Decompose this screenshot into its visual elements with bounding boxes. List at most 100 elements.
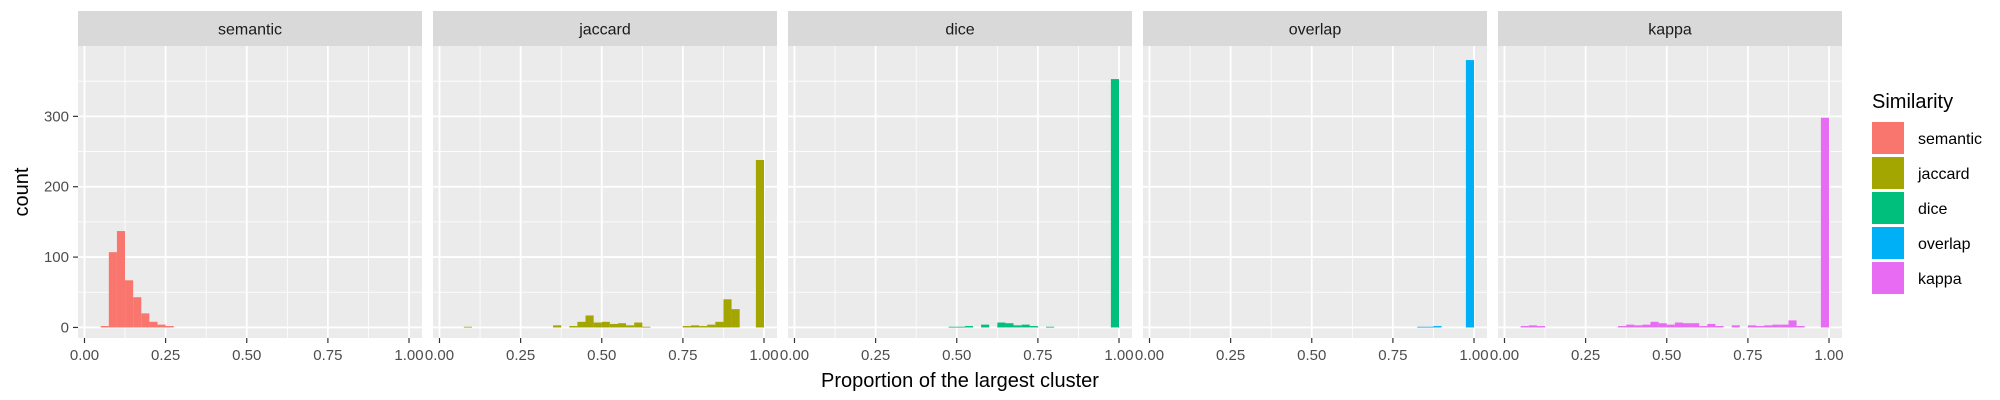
histogram-bar [157,324,166,328]
x-tick-label: 0.25 [506,347,535,364]
histogram-bar [601,321,610,328]
histogram-bar [1634,325,1643,328]
facet-strip [1498,11,1842,46]
facet-strip [78,11,422,46]
histogram-bar [1658,323,1667,328]
histogram-bar [948,326,957,328]
histogram-bar [108,252,117,328]
x-tick-label: 0.50 [1297,347,1326,364]
x-tick-label: 0.25 [1216,347,1245,364]
x-tick-label: 0.75 [1023,347,1052,364]
x-tick-label: 0.50 [942,347,971,364]
histogram-bar [1110,79,1120,328]
x-axis-title: Proportion of the largest cluster [821,370,1099,392]
histogram-bar [569,326,578,328]
x-tick-label: 0.50 [1652,347,1681,364]
legend-label: overlap [1918,236,1971,253]
legend-label: semantic [1918,131,1982,148]
histogram-bar [1626,324,1635,328]
histogram-bar [1650,321,1659,328]
legend: Similarity semantic jaccard dice overlap kap… [1872,91,1982,294]
histogram-bar [577,321,586,328]
legend-key-semantic [1872,122,1904,154]
panel-background [1498,46,1842,338]
histogram-bar [1707,323,1716,328]
histogram-bar [1417,326,1426,328]
histogram-bar [1715,326,1724,328]
legend-key-dice [1872,192,1904,224]
facet-strip-label: kappa [1648,22,1692,39]
legend-key-kappa [1872,262,1904,294]
panel-background [78,46,422,338]
facet-panel-jaccard: jaccard 0.00 0.25 0.50 0.75 1.00 [425,11,779,364]
x-tick-label: 0.00 [425,347,454,364]
x-tick-label: 1.00 [1104,347,1133,364]
histogram-bar [1699,326,1708,328]
x-tick-label: 0.00 [780,347,809,364]
histogram-bar [1520,326,1529,328]
x-tick-label: 0.75 [313,347,342,364]
legend-label: kappa [1918,271,1962,288]
x-tick-label: 0.00 [1490,347,1519,364]
histogram-bar [141,313,150,328]
histogram-bar [1013,325,1022,328]
histogram-bar [956,326,965,328]
histogram-bar [1465,60,1475,328]
x-tick-label: 0.00 [70,347,99,364]
histogram-bar [149,321,158,328]
histogram-bar [1788,320,1797,328]
histogram-bar [699,326,708,328]
histogram-bar [1772,324,1781,328]
histogram-bar [1618,326,1627,328]
histogram-bar [617,323,627,328]
histogram-bar [1682,323,1692,328]
panel-background [433,46,777,338]
legend-label: jaccard [1917,166,1970,183]
histogram-bar [682,326,691,328]
histogram-bar [1528,325,1537,328]
legend-key-jaccard [1872,157,1904,189]
facet-panels: semantic 0.00 0.25 0.50 0.75 1.00 jaccard 0.00 0… [70,11,1844,364]
x-tick-label: 0.50 [232,347,261,364]
histogram-bar [1820,117,1830,328]
histogram-bar [981,324,990,328]
x-tick-label: 0.00 [1135,347,1164,364]
facet-strip-label: dice [945,22,974,39]
histogram-bar [593,322,602,328]
histogram-bar [609,323,618,328]
histogram-bar [1747,325,1756,328]
histogram-bar [1796,326,1805,328]
legend-title: Similarity [1872,91,1953,113]
histogram-bar [463,326,472,328]
histogram-bar [553,325,562,328]
histogram-bar [100,326,109,328]
facet-strip [433,11,777,46]
x-tick-label: 0.25 [861,347,890,364]
histogram-bar [1029,326,1038,328]
x-tick-label: 0.75 [1378,347,1407,364]
facet-strip [788,11,1132,46]
histogram-bar [1642,324,1651,328]
facet-panel-dice: dice 0.00 0.25 0.50 0.75 1.00 [780,11,1134,364]
histogram-bar [755,159,765,328]
histogram-bar [1691,323,1700,328]
histogram-bar [1674,322,1683,328]
y-tick-label: 200 [44,179,69,196]
histogram-bar [165,326,174,328]
histogram-bar [1021,324,1030,328]
histogram-bar [707,324,716,328]
x-tick-label: 0.25 [151,347,180,364]
histogram-bar [133,297,142,328]
histogram-bar [1756,326,1765,328]
histogram-bar [1425,326,1434,328]
facet-panel-overlap: overlap 0.00 0.25 0.50 0.75 1.00 [1135,11,1489,364]
histogram-bar [964,326,973,328]
legend-key-overlap [1872,227,1904,259]
x-tick-label: 1.00 [1459,347,1488,364]
histogram-bar [116,231,126,328]
x-tick-label: 1.00 [749,347,778,364]
facet-panel-kappa: kappa 0.00 0.25 0.50 0.75 1.00 [1490,11,1844,364]
panel-background [788,46,1132,338]
facet-strip [1143,11,1487,46]
